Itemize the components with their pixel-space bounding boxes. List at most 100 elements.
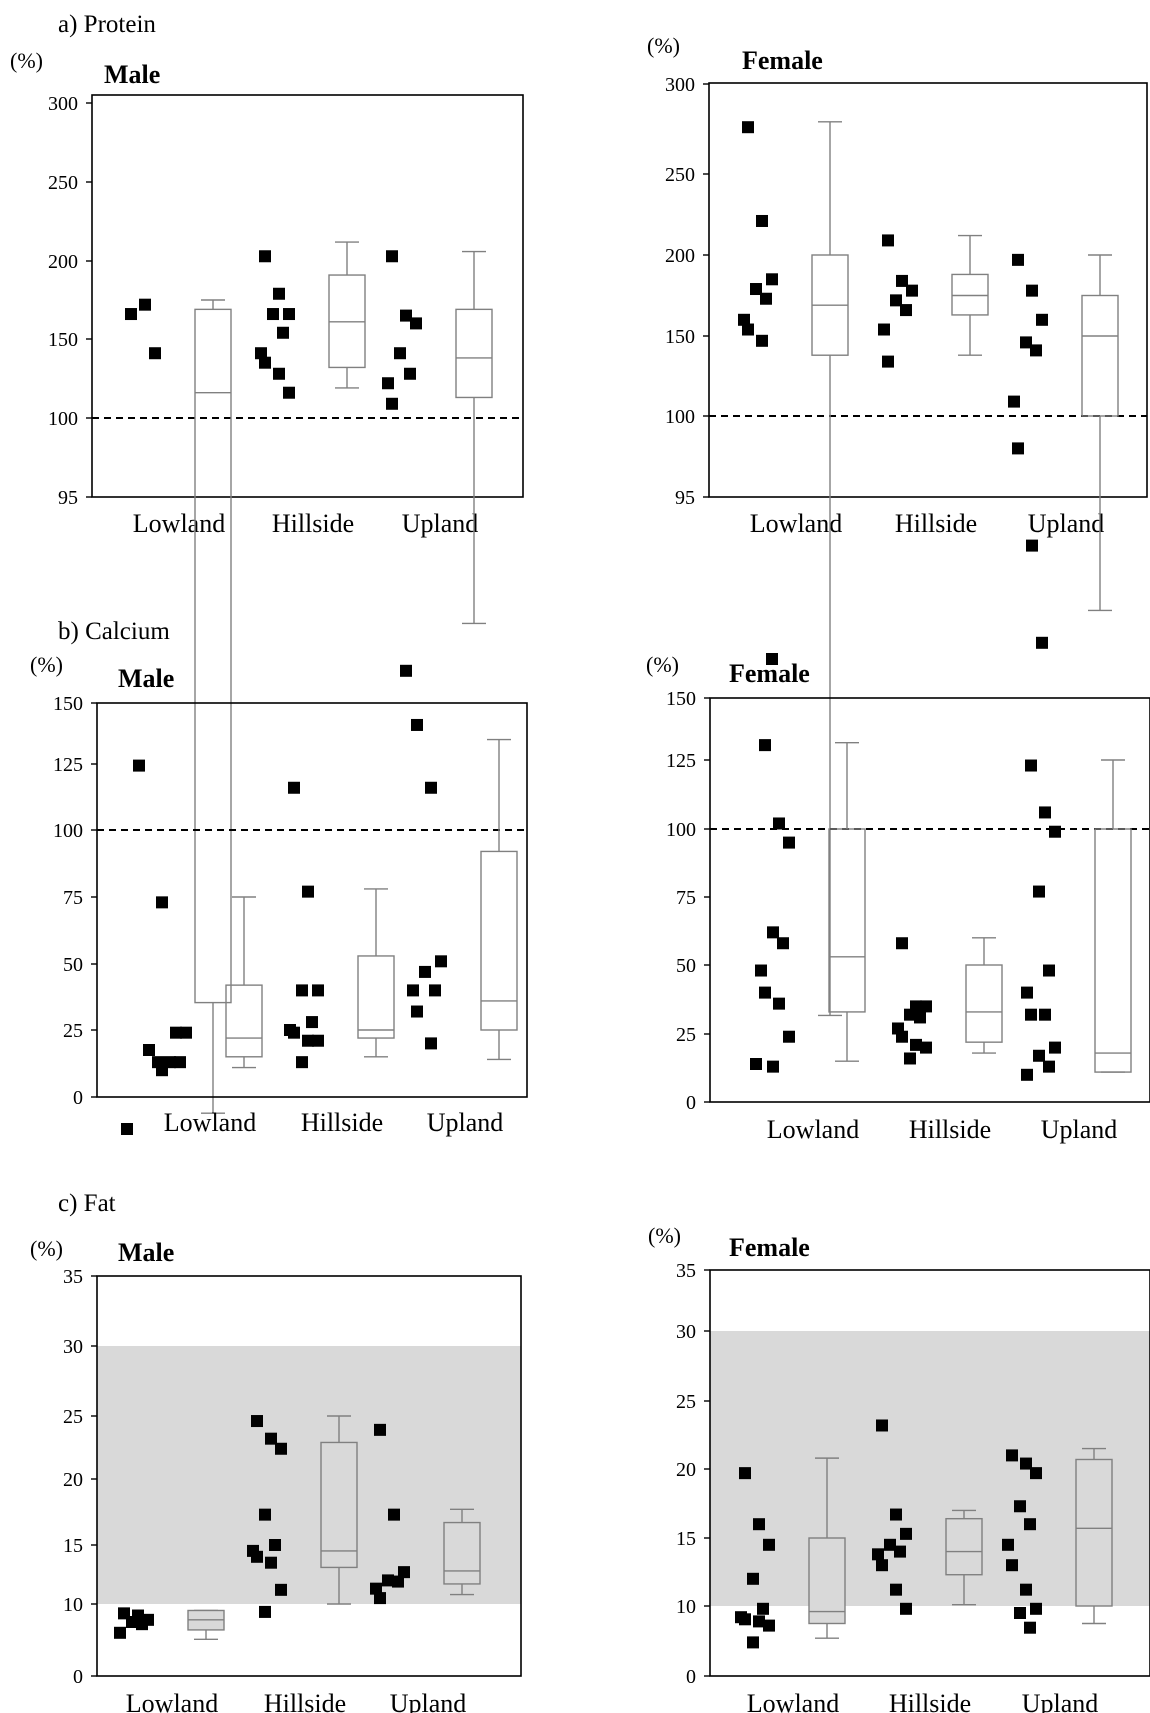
box-iqr xyxy=(443,1521,481,1585)
box-iqr xyxy=(808,1537,846,1625)
data-point xyxy=(1030,1602,1042,1615)
y-tick-label: 150 xyxy=(48,329,78,351)
category-label-lowland: Lowland xyxy=(126,1689,218,1713)
category-label-lowland: Lowland xyxy=(133,509,225,538)
data-point xyxy=(1021,1068,1033,1081)
data-point xyxy=(910,1038,922,1051)
box-iqr xyxy=(1075,1458,1113,1607)
section-label: a) Protein xyxy=(58,11,156,38)
y-tick-label: 95 xyxy=(675,487,695,509)
data-point xyxy=(890,294,902,307)
data-point xyxy=(125,308,137,321)
category-label-hillside: Hillside xyxy=(895,509,977,538)
box-iqr xyxy=(194,308,232,1004)
box-iqr xyxy=(828,828,866,1013)
data-point xyxy=(904,1052,916,1065)
data-point xyxy=(133,759,145,772)
y-tick-label: 0 xyxy=(686,1666,696,1688)
category-label-hillside: Hillside xyxy=(909,1115,991,1144)
category-label-hillside: Hillside xyxy=(272,509,354,538)
data-point xyxy=(920,1000,932,1013)
data-point xyxy=(759,986,771,999)
data-point xyxy=(259,1508,271,1521)
data-point xyxy=(1026,539,1038,552)
data-point xyxy=(777,937,789,950)
y-tick-label: 25 xyxy=(676,1024,696,1046)
data-point xyxy=(1024,1518,1036,1531)
data-point xyxy=(756,334,768,347)
data-point xyxy=(876,1559,888,1572)
data-point xyxy=(267,308,279,321)
y-tick-label: 100 xyxy=(665,406,695,428)
data-point xyxy=(374,1423,386,1436)
data-point xyxy=(783,836,795,849)
y-tick-label: 150 xyxy=(53,693,83,715)
panel-title: Male xyxy=(118,664,174,693)
y-tick-label: 150 xyxy=(665,326,695,348)
data-point xyxy=(382,377,394,390)
data-point xyxy=(884,1538,896,1551)
data-point xyxy=(882,234,894,247)
y-axis-unit: (%) xyxy=(30,1236,63,1261)
box-iqr xyxy=(480,850,518,1031)
data-point xyxy=(767,926,779,939)
y-tick-label: 250 xyxy=(48,172,78,194)
y-tick-label: 125 xyxy=(666,750,696,772)
data-point xyxy=(251,1550,263,1563)
chart-panel-2: 95 100 150 200 250 300 (%) Female Lowland Hillsid… xyxy=(647,33,1148,1070)
chart-panel-4: 0 25 50 75 100 125 150 (%) Female Lowland Hillside… xyxy=(646,652,1150,1144)
data-point xyxy=(1008,395,1020,408)
y-tick-label: 10 xyxy=(63,1594,83,1616)
data-point xyxy=(738,313,750,326)
data-point xyxy=(302,885,314,898)
data-point xyxy=(742,121,754,134)
data-point xyxy=(288,781,300,794)
data-point xyxy=(766,273,778,286)
data-point xyxy=(429,984,441,997)
y-tick-label: 100 xyxy=(666,819,696,841)
data-point xyxy=(896,274,908,287)
chart-panel-3: 0 25 50 75 100 125 150 b) Calcium (%) Male Lowland… xyxy=(30,618,528,1137)
y-tick-label: 50 xyxy=(676,955,696,977)
y-tick-label: 95 xyxy=(58,487,78,509)
y-tick-label: 100 xyxy=(48,408,78,430)
y-tick-label: 15 xyxy=(63,1535,83,1557)
y-tick-label: 125 xyxy=(53,754,83,776)
data-point xyxy=(306,1016,318,1029)
data-point xyxy=(1025,1008,1037,1021)
chart-panel-5: 0 10 15 20 25 30 35 c) Fat (%) Male Lowland Hillsid… xyxy=(30,1190,522,1713)
data-point xyxy=(1026,284,1038,297)
data-point xyxy=(1025,759,1037,772)
y-tick-label: 30 xyxy=(63,1336,83,1358)
y-tick-label: 10 xyxy=(676,1596,696,1618)
y-axis-unit: (%) xyxy=(648,1223,681,1248)
data-point xyxy=(410,317,422,330)
data-point xyxy=(435,955,447,968)
box-iqr xyxy=(1081,294,1119,417)
data-point xyxy=(747,1572,759,1585)
data-point xyxy=(747,1636,759,1649)
data-point xyxy=(143,1044,155,1056)
data-point xyxy=(407,984,419,997)
box-iqr xyxy=(225,984,263,1058)
y-tick-label: 15 xyxy=(676,1528,696,1550)
data-point xyxy=(139,298,151,311)
data-point xyxy=(739,1613,751,1626)
category-label-upland: Upland xyxy=(1041,1115,1118,1144)
y-tick-label: 75 xyxy=(676,887,696,909)
panel-title: Female xyxy=(742,46,823,75)
data-point xyxy=(288,1026,300,1039)
data-point xyxy=(404,367,416,380)
plot-frame xyxy=(96,1275,522,1677)
plot-frame xyxy=(709,1269,1150,1677)
section-label: c) Fat xyxy=(58,1190,116,1217)
data-point xyxy=(1039,1008,1051,1021)
plot-frame xyxy=(91,94,524,498)
box-iqr xyxy=(1094,828,1132,1073)
box-iqr xyxy=(320,1441,358,1569)
data-point xyxy=(890,1508,902,1521)
data-point xyxy=(265,1432,277,1445)
data-point xyxy=(1039,806,1051,819)
data-point xyxy=(275,1583,287,1596)
